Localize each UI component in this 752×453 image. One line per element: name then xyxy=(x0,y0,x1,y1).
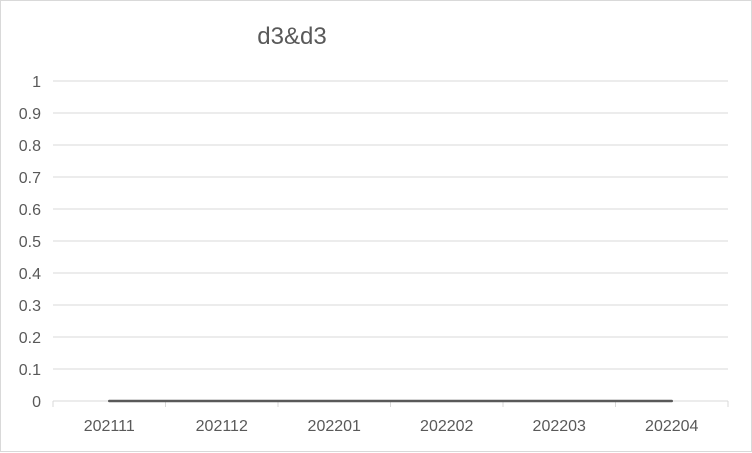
y-tick-label: 1 xyxy=(32,74,41,91)
y-tick-label: 0.5 xyxy=(19,234,41,251)
y-tick-label: 0.6 xyxy=(19,202,41,219)
y-tick-label: 0.4 xyxy=(19,266,41,283)
chart-title: d3&d3 xyxy=(257,23,327,50)
x-tick-label: 202201 xyxy=(308,418,361,435)
x-tick-label: 202112 xyxy=(196,418,248,435)
y-tick-label: 0.9 xyxy=(19,106,41,123)
y-tick-label: 0.8 xyxy=(19,138,41,155)
y-tick-label: 0 xyxy=(32,394,41,411)
y-tick-label: 0.1 xyxy=(19,362,41,379)
x-tick-label: 202204 xyxy=(645,418,698,435)
y-tick-label: 0.2 xyxy=(19,330,41,347)
x-tick-label: 202203 xyxy=(533,418,586,435)
x-tick-label: 202111 xyxy=(84,418,135,435)
y-tick-label: 0.7 xyxy=(19,170,41,187)
y-tick-label: 0.3 xyxy=(19,298,41,315)
x-tick-label: 202202 xyxy=(420,418,473,435)
